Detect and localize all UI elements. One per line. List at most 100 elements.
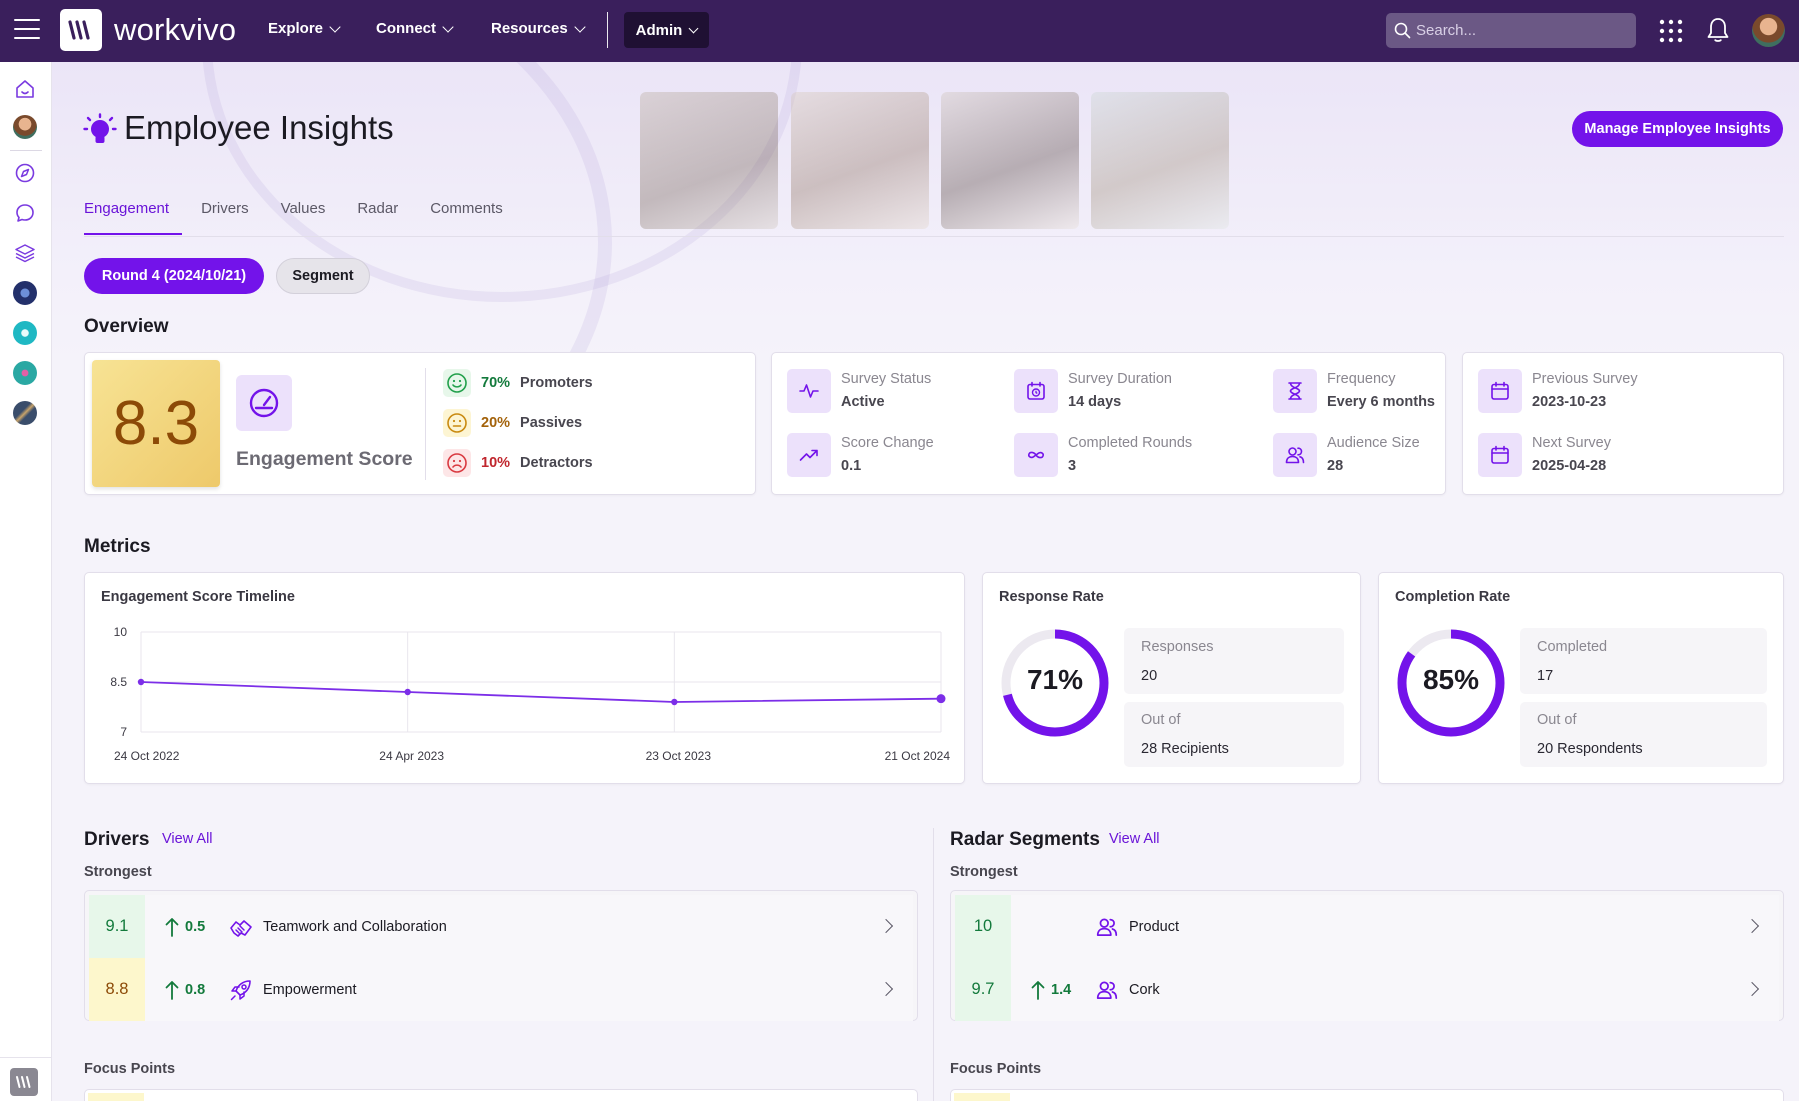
driver-score: 8.8 [89, 958, 145, 1021]
arrow-up-icon [165, 917, 179, 937]
pulse-icon [787, 369, 831, 413]
home-icon[interactable] [12, 76, 38, 102]
search-icon [1394, 22, 1411, 39]
tab-radar[interactable]: Radar [357, 200, 399, 217]
apps-grid-icon[interactable] [1659, 19, 1683, 43]
radar-heading: Radar Segments [950, 829, 1100, 850]
segment-delta-value: 1.4 [1051, 981, 1072, 998]
promoters-row: 70% Promoters [443, 369, 593, 397]
passives-label: Passives [520, 415, 583, 431]
x-tick-label: 21 Oct 2024 [885, 749, 951, 763]
tab-drivers[interactable]: Drivers [201, 200, 249, 217]
profile-avatar[interactable] [12, 114, 38, 140]
manage-employee-insights-button[interactable]: Manage Employee Insights [1572, 111, 1783, 147]
driver-delta: 0.8 [165, 980, 215, 1000]
data-point[interactable] [671, 698, 678, 706]
chevron-down-icon [442, 20, 454, 33]
nav-resources[interactable]: Resources [491, 20, 586, 37]
chevron-right-icon [1744, 981, 1760, 997]
compass-icon[interactable] [12, 160, 38, 186]
engagement-score-label: Engagement Score [236, 448, 413, 470]
nav-connect-label: Connect [376, 20, 436, 37]
donut-fill [1397, 629, 1505, 737]
drivers-view-all-link[interactable]: View All [162, 831, 213, 847]
stat-label: Score Change [841, 435, 934, 451]
nav-explore[interactable]: Explore [268, 20, 341, 37]
data-point[interactable] [404, 688, 411, 696]
response-rate-percent: 71% [1026, 664, 1084, 695]
search-input[interactable] [1416, 22, 1616, 39]
segment-score: 10 [955, 895, 1011, 958]
calendar-clock-icon [1014, 369, 1058, 413]
tab-comments[interactable]: Comments [430, 200, 503, 217]
score-change-stat: Score Change 0.1 [787, 433, 934, 477]
stat-label: Frequency [1327, 371, 1396, 387]
nav-resources-label: Resources [491, 20, 568, 37]
list-item[interactable]: 10 Product [955, 895, 1779, 958]
list-item[interactable]: 9.7 1.4 Cork [955, 958, 1779, 1021]
segment-button[interactable]: Segment [276, 258, 370, 294]
tab-values[interactable]: Values [280, 200, 326, 217]
chat-icon[interactable] [12, 200, 38, 226]
x-tick-label: 24 Oct 2022 [114, 749, 180, 763]
data-point[interactable] [137, 678, 145, 686]
calendar-icon [1478, 433, 1522, 477]
frequency-stat: Frequency Every 6 months [1273, 369, 1435, 413]
list-item[interactable]: 9.1 0.5 Teamwork and Collaboration [89, 895, 913, 958]
driver-delta-value: 0.8 [185, 981, 206, 998]
workvivo-logo-icon[interactable] [60, 9, 102, 51]
smile-icon [443, 369, 471, 397]
search-box [1386, 13, 1636, 48]
stat-label: Survey Duration [1068, 371, 1172, 387]
user-avatar[interactable] [1752, 14, 1785, 47]
admin-menu-button[interactable]: Admin [624, 12, 709, 48]
timeline-title: Engagement Score Timeline [101, 589, 295, 605]
y-tick-label: 7 [120, 725, 127, 739]
section-divider [933, 828, 934, 1101]
active-tab-indicator [84, 233, 182, 235]
space-avatar[interactable] [12, 280, 38, 306]
radar-strongest-list: 10 Product 9.7 1.4 Cork [950, 890, 1784, 1021]
users-icon [1273, 433, 1317, 477]
radar-view-all-link[interactable]: View All [1109, 831, 1160, 847]
list-item[interactable]: 8.8 0.8 Empowerment [89, 958, 913, 1021]
responses-label: Responses [1141, 639, 1214, 655]
stat-value: 28 [1327, 458, 1344, 474]
space-avatar[interactable] [12, 400, 38, 426]
detractors-percent: 10% [481, 455, 511, 471]
space-avatar[interactable] [12, 320, 38, 346]
survey-status-stat: Survey Status Active [787, 369, 931, 413]
stat-value: 2023-10-23 [1532, 394, 1607, 410]
chevron-down-icon [574, 20, 586, 33]
stat-label: Completed Rounds [1068, 435, 1193, 451]
space-avatar[interactable] [12, 360, 38, 386]
promoters-percent: 70% [481, 375, 511, 391]
series-line [140, 681, 942, 703]
arrow-up-icon [1031, 980, 1045, 1000]
menu-icon[interactable] [14, 19, 40, 41]
nav-connect[interactable]: Connect [376, 20, 454, 37]
stat-value: 3 [1068, 458, 1077, 474]
segment-name: Product [1129, 918, 1179, 935]
stat-label: Audience Size [1327, 435, 1420, 451]
completed-rounds-stat: Completed Rounds 3 [1014, 433, 1192, 477]
data-point[interactable] [936, 694, 946, 704]
sidebar-divider [10, 150, 42, 151]
bell-icon[interactable] [1706, 16, 1730, 44]
y-tick-label: 8.5 [110, 675, 127, 689]
frown-icon [443, 449, 471, 477]
radar-focus-list [950, 1089, 1784, 1101]
response-rate-donut [1001, 629, 1109, 737]
round-selector-button[interactable]: Round 4 (2024/10/21) [84, 258, 264, 294]
stat-value: Every 6 months [1327, 394, 1435, 410]
stat-value: Active [841, 394, 885, 410]
engagement-timeline-chart: 10 8.5 7 24 Oct 2022 24 Apr 2023 23 Oct 2023 2… [110, 625, 951, 763]
tabs-divider [84, 236, 1784, 237]
tab-engagement[interactable]: Engagement [84, 200, 170, 217]
completion-rate-donut [1397, 629, 1505, 737]
stat-value: 14 days [1068, 394, 1122, 410]
layers-icon[interactable] [12, 240, 38, 266]
stat-label: Next Survey [1532, 435, 1611, 451]
chevron-down-icon [329, 20, 341, 33]
workvivo-mini-logo-icon[interactable] [10, 1068, 38, 1096]
